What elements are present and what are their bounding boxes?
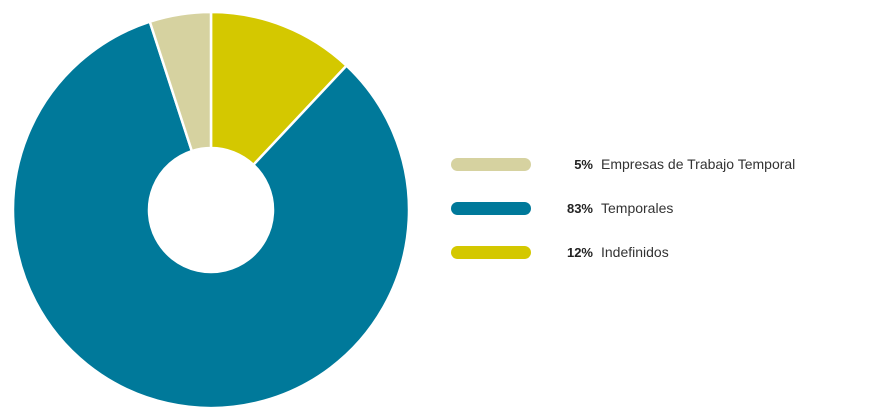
legend-swatch-empresas-de-trabajo-temporal [451,157,531,171]
legend-label-empresas-de-trabajo-temporal: Empresas de Trabajo Temporal [601,156,796,172]
legend-value-temporales: 83% [566,200,593,216]
legend-item-empresas-de-trabajo-temporal: 5% Empresas de Trabajo Temporal [451,153,869,175]
legend-label-temporales: Temporales [601,200,674,216]
donut-slices [11,10,411,408]
legend-swatch-temporales [451,201,531,215]
slice-temporales [11,20,411,408]
legend-value-indefinidos: 12% [566,244,593,260]
legend-item-indefinidos: 12% Indefinidos [451,241,869,263]
slice-empresas-de-trabajo-temporal [148,10,213,153]
chart-legend: 5% Empresas de Trabajo Temporal 83% Temp… [451,153,869,285]
slice-indefinidos [209,10,349,167]
legend-item-temporales: 83% Temporales [451,197,869,219]
legend-swatch-indefinidos [451,245,531,259]
legend-value-empresas-de-trabajo-temporal: 5% [574,156,593,172]
legend-label-indefinidos: Indefinidos [601,244,669,260]
